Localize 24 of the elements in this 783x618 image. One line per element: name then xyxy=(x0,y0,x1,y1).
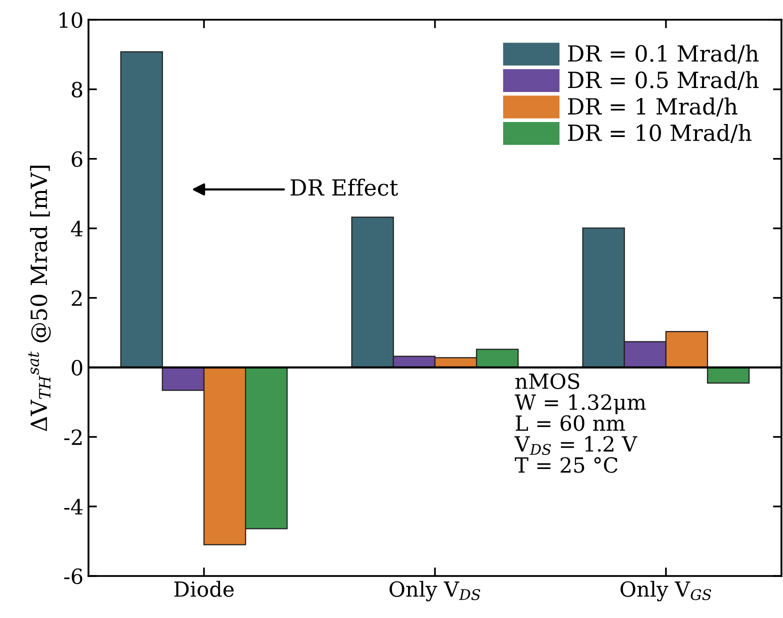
y-axis-title: ΔV$_{TH}$$^{sat}$ @50 Mrad [mV] xyxy=(28,166,51,432)
legend-label: DR = 0.1 Mrad/h xyxy=(568,44,759,64)
annotation: DR Effect xyxy=(290,178,398,196)
x-tick-label: Only V$_{GS}$ xyxy=(620,580,712,602)
annotation: T = 25 °C xyxy=(514,457,618,473)
y-tick-label: -2 xyxy=(64,429,82,445)
y-tick-label: 8 xyxy=(72,82,82,98)
y-tick-label: 0 xyxy=(72,360,82,376)
annotation: W = 1.32μm xyxy=(514,394,646,414)
y-tick-label: -4 xyxy=(64,498,83,514)
legend-label: DR = 10 Mrad/h xyxy=(568,124,752,143)
y-tick-label: 4 xyxy=(71,220,83,236)
y-tick-label: 2 xyxy=(72,290,82,306)
x-tick-label: Diode xyxy=(174,580,234,597)
y-tick-label: 10 xyxy=(60,12,82,28)
annotation: L = 60 nm xyxy=(516,415,625,431)
annotation: nMOS xyxy=(515,373,580,390)
legend-label: DR = 1 Mrad/h xyxy=(568,98,738,117)
annotation: V$_{DS}$ = 1.2 V xyxy=(514,436,638,455)
legend-label: DR = 0.5 Mrad/h xyxy=(568,71,759,90)
y-tick-label: 6 xyxy=(72,151,82,168)
y-tick-label: -6 xyxy=(64,568,82,584)
x-tick-label: Only V$_{DS}$ xyxy=(390,580,480,602)
bar xyxy=(120,51,163,368)
